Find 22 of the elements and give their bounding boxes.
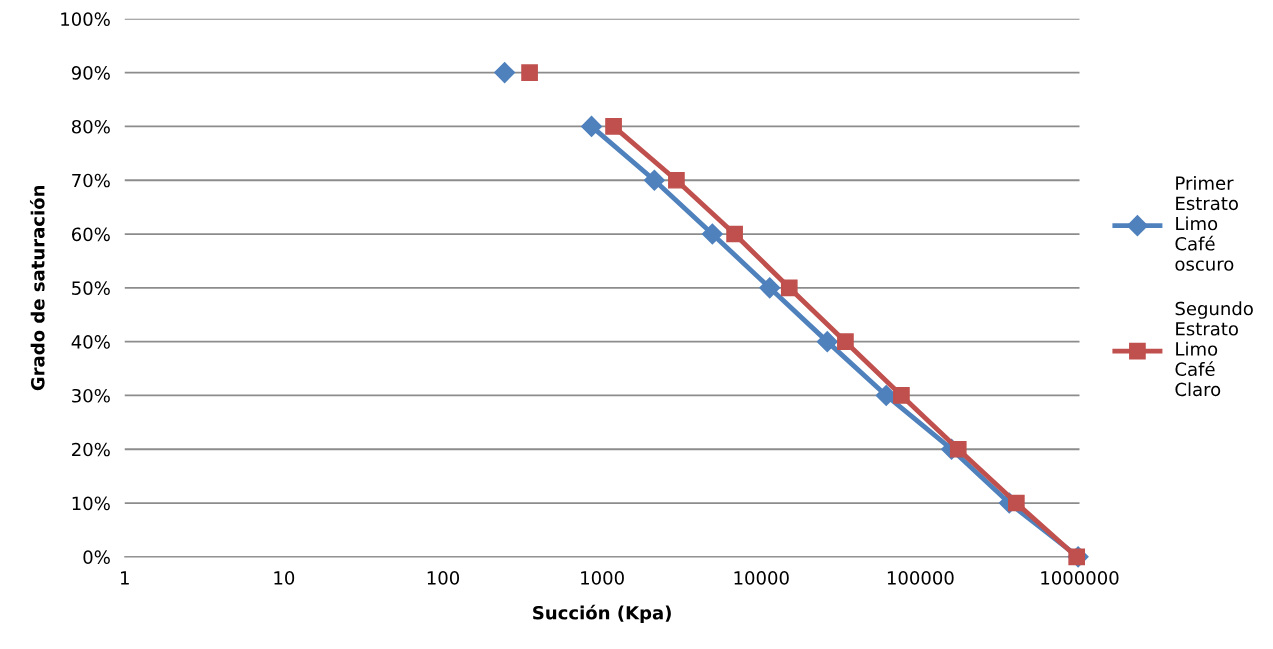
x-tick-label: 1000000 bbox=[1041, 571, 1119, 585]
y-tick-label: 60% bbox=[71, 227, 110, 242]
y-tick-label: 30% bbox=[72, 388, 110, 403]
x-tick-label: 10 bbox=[274, 571, 295, 585]
y-tick-label: 100% bbox=[61, 12, 110, 26]
y-tick-label: 70% bbox=[72, 173, 110, 188]
x-tick-label: 100 bbox=[427, 571, 460, 585]
x-axis-title: Succión (Kpa) bbox=[533, 604, 671, 624]
x-tick-label: 1 bbox=[120, 571, 129, 585]
y-axis-title: Grado de saturación bbox=[29, 185, 45, 391]
legend-label: Segundo Estrato Limo Café Claro bbox=[1175, 301, 1253, 397]
x-tick-label: 1000 bbox=[581, 571, 624, 585]
y-tick-label: 50% bbox=[72, 281, 110, 295]
y-tick-label: 90% bbox=[71, 66, 110, 80]
legend-label: Primer Estrato Limo Café oscuro bbox=[1175, 175, 1238, 271]
y-tick-label: 20% bbox=[72, 442, 110, 457]
y-tick-label: 10% bbox=[72, 496, 110, 511]
y-tick-label: 0% bbox=[83, 550, 110, 564]
x-tick-label: 100000 bbox=[887, 571, 954, 585]
y-tick-label: 80% bbox=[71, 119, 110, 134]
y-tick-label: 40% bbox=[71, 335, 110, 349]
x-tick-label: 10000 bbox=[734, 571, 789, 585]
